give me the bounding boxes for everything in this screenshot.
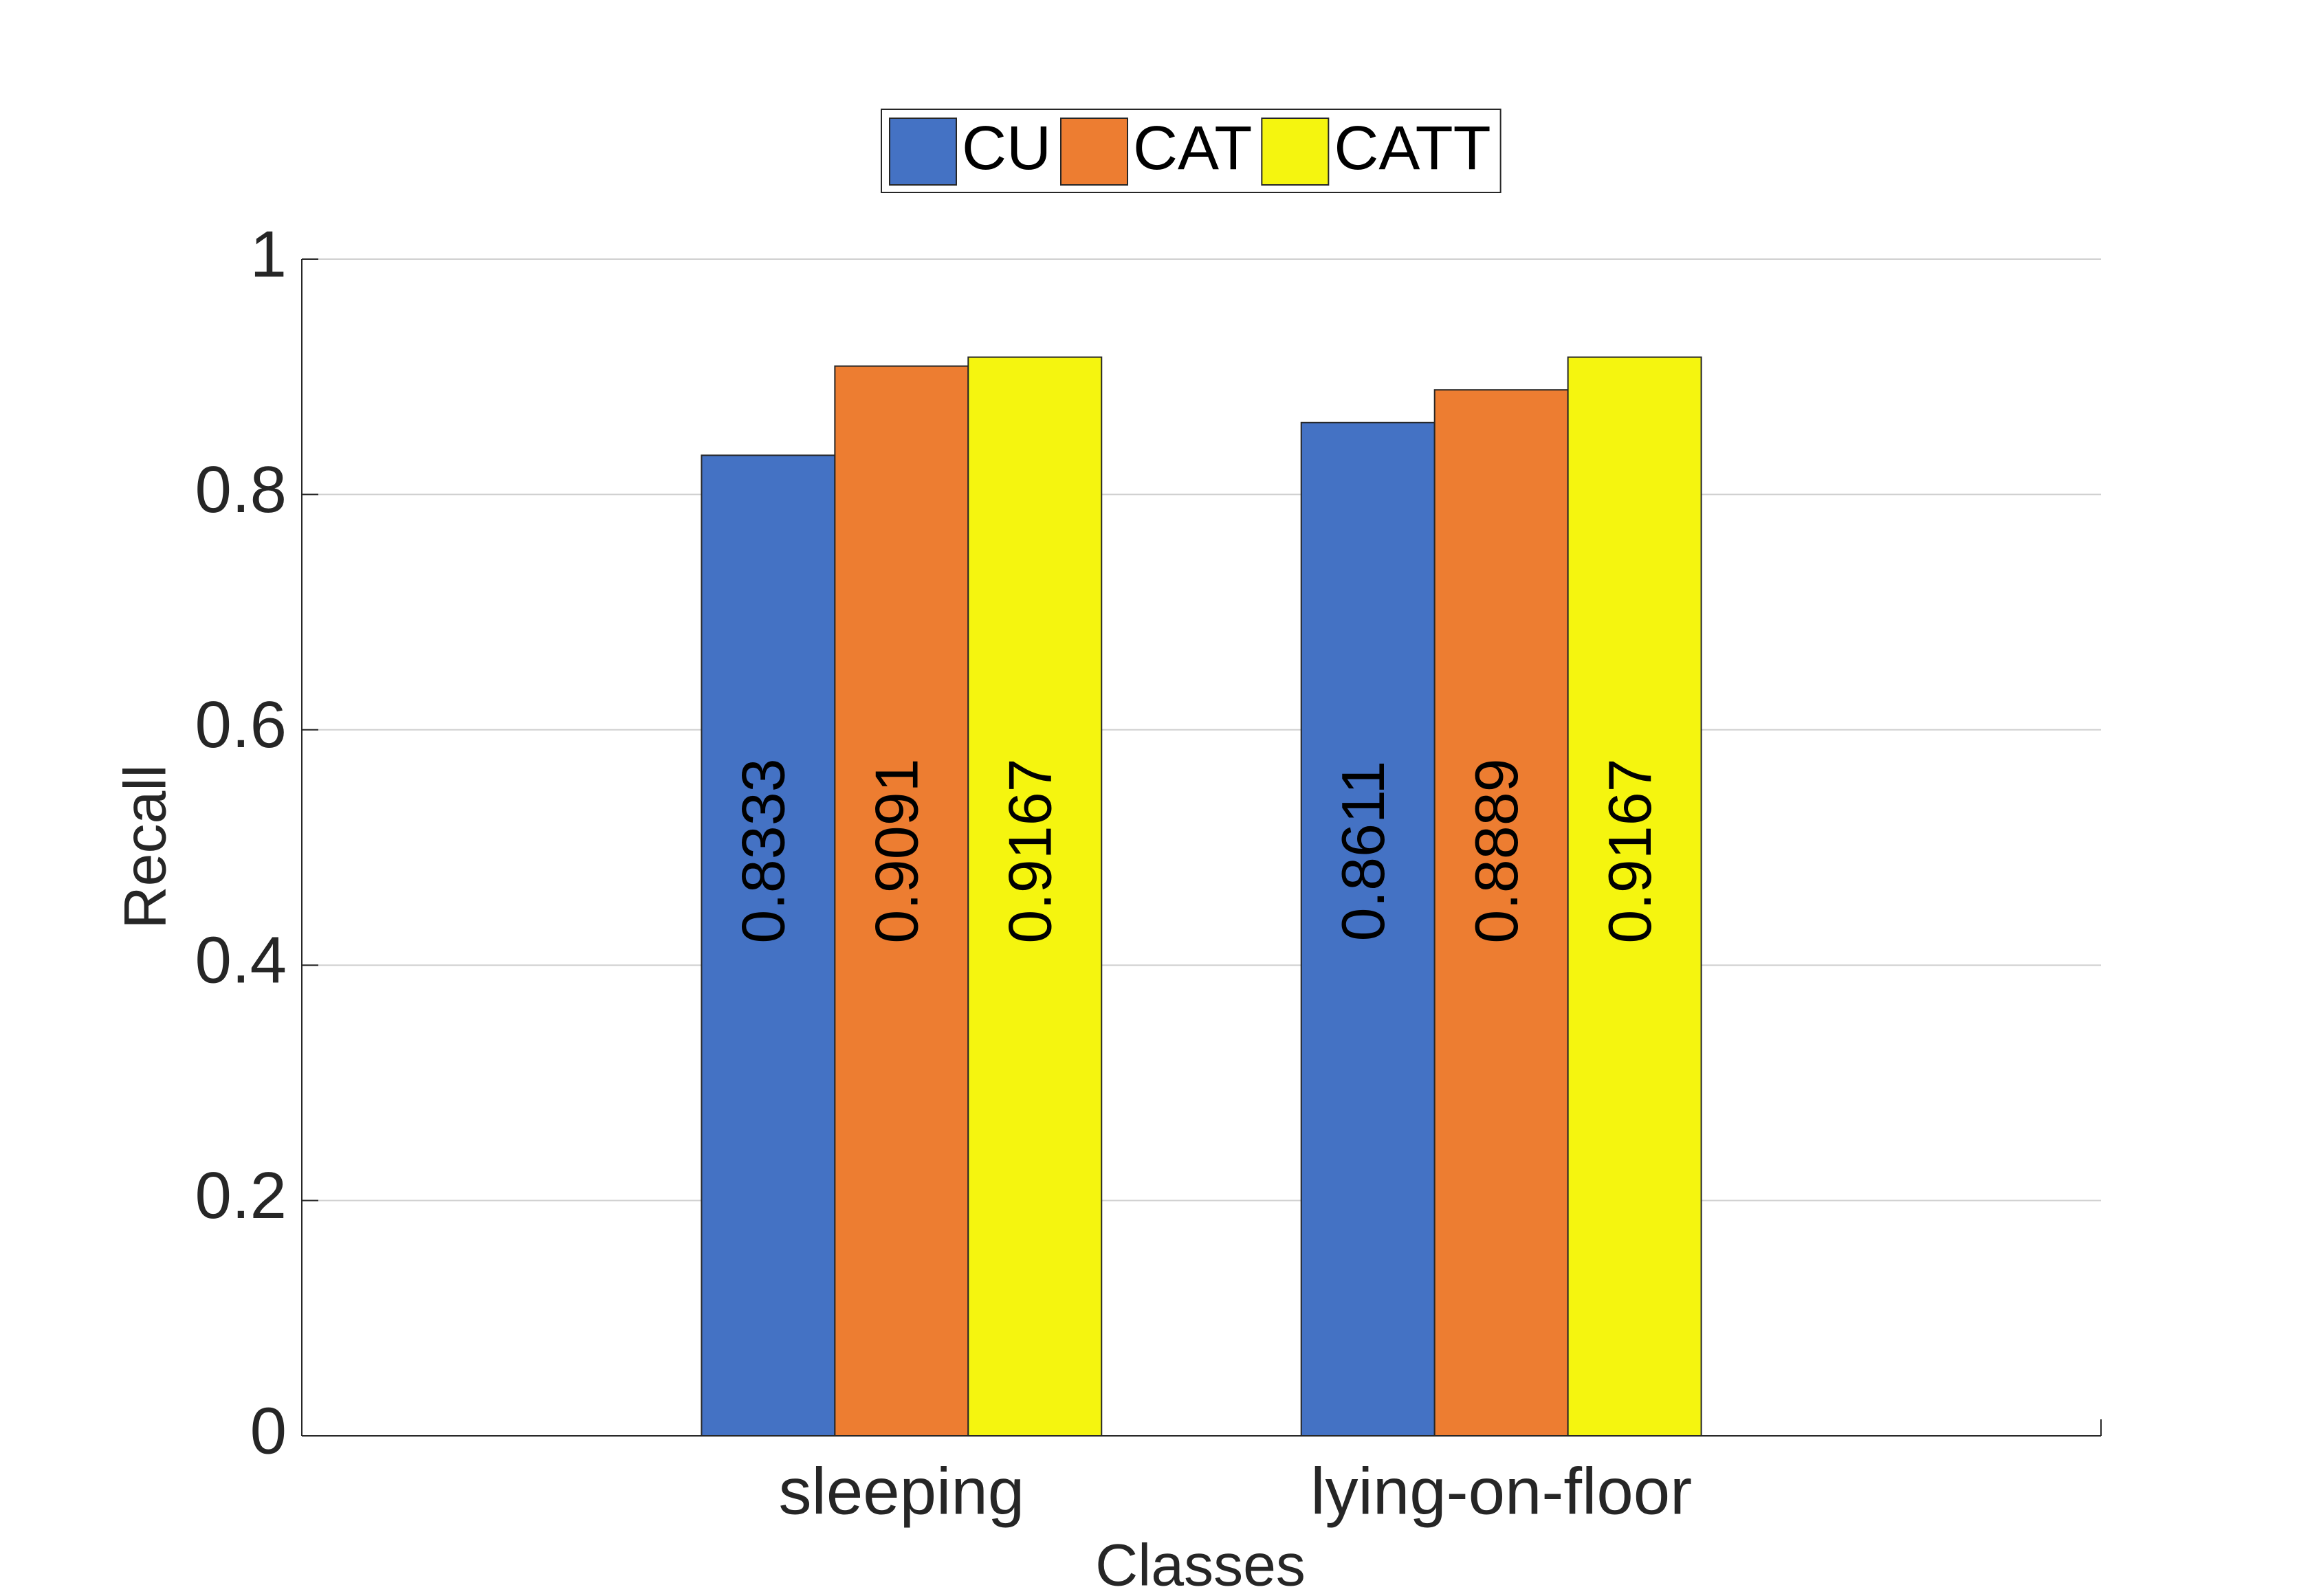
value-label: 0.8333: [729, 758, 798, 943]
legend-box: [881, 109, 1502, 193]
y-tick-label: 0.6: [195, 688, 287, 762]
x-axis-label: Classes: [1095, 1533, 1306, 1596]
bar: [1567, 356, 1702, 1437]
bar: [834, 365, 969, 1437]
y-tick-label: 1: [250, 217, 287, 291]
y-tick-label: 0: [250, 1394, 287, 1467]
y-axis-label: Recall: [113, 765, 179, 929]
y-tick-label: 0.2: [195, 1159, 287, 1232]
legend-swatch: [1261, 118, 1330, 186]
y-tick-label: 0.8: [195, 453, 287, 527]
legend-label: CATT: [1334, 114, 1490, 183]
legend-swatch: [889, 118, 957, 186]
legend-label: CAT: [1133, 114, 1252, 183]
legend-label: CU: [962, 114, 1051, 183]
value-label: 0.9167: [996, 758, 1064, 943]
value-label: 0.9091: [863, 758, 931, 943]
legend: CU CAT CATT: [881, 109, 1502, 193]
value-label: 0.8889: [1462, 758, 1530, 943]
y-tick-label: 0.4: [195, 924, 287, 997]
x-tick-label: lying-on-floor: [1310, 1454, 1692, 1528]
legend-swatch: [1060, 118, 1128, 186]
bar: [1300, 421, 1436, 1437]
bar: [701, 454, 836, 1437]
bar: [1433, 389, 1569, 1437]
bar: [967, 356, 1103, 1437]
value-label: 0.9167: [1596, 758, 1664, 943]
x-tick-label: sleeping: [779, 1454, 1025, 1528]
value-label: 0.8611: [1329, 761, 1397, 942]
